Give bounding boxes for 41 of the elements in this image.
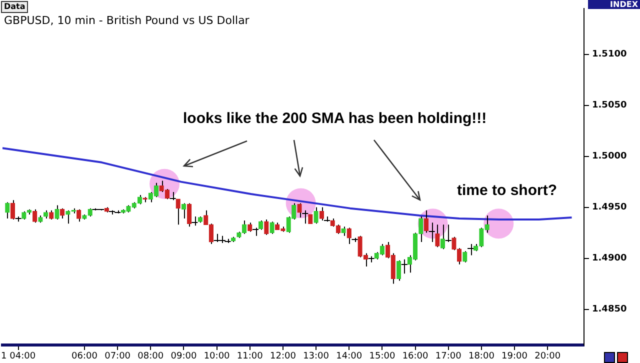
x-tick-label: 18:00 xyxy=(468,352,495,362)
y-tick-label: 1.4900 xyxy=(592,254,627,264)
candlestick xyxy=(462,250,468,263)
candlestick xyxy=(341,226,346,236)
x-tick-label: 1 04:00 xyxy=(1,352,36,362)
text: INDEX xyxy=(588,0,640,9)
y-tick-label: 1.4950 xyxy=(592,202,627,213)
x-tick-label: 14:00 xyxy=(336,352,362,362)
candlestick xyxy=(76,208,82,222)
x-tick-label: 12:00 xyxy=(270,352,296,362)
candlestick xyxy=(176,198,180,226)
x-tick-label: 13:00 xyxy=(303,352,330,362)
x-tick-label: 09:00 xyxy=(170,352,197,362)
x-tick-label: 17:00 xyxy=(435,352,462,362)
x-tick-label: 07:00 xyxy=(104,352,131,362)
x-tick-label: 19:00 xyxy=(502,352,528,362)
candlestick xyxy=(424,210,429,234)
x-tick-label: 06:00 xyxy=(72,352,98,362)
x-tick-label: 16:00 xyxy=(402,352,429,362)
y-tick-label: 1.5000 xyxy=(592,152,627,162)
annotation: Data xyxy=(1,1,28,13)
candlestick xyxy=(435,224,440,248)
x-tick-label: 20:00 xyxy=(534,352,561,362)
text: GBPUSD, 10 min - British Pound vs US Dollar xyxy=(4,14,250,27)
x-tick-label: 10:00 xyxy=(204,352,230,362)
x-tick-label: 08:00 xyxy=(138,352,164,362)
y-tick-label: 1.5050 xyxy=(592,100,627,111)
annotation: looks like the 200 SMA has been holding!!! xyxy=(183,110,487,127)
candlestick xyxy=(314,206,318,224)
candlestick xyxy=(49,210,54,220)
candlestick xyxy=(270,221,274,234)
candlestick xyxy=(32,208,38,224)
x-tick-label: 15:00 xyxy=(369,352,396,362)
candlestick xyxy=(264,219,269,236)
y-tick-label: 1.5100 xyxy=(592,50,627,60)
y-tick-label: 1.4850 xyxy=(592,304,627,315)
candlestick xyxy=(54,204,60,220)
annotation: time to short? xyxy=(457,182,557,199)
candlestick xyxy=(60,208,65,220)
x-tick-label: 11:00 xyxy=(236,352,264,362)
candlestick xyxy=(5,202,10,220)
